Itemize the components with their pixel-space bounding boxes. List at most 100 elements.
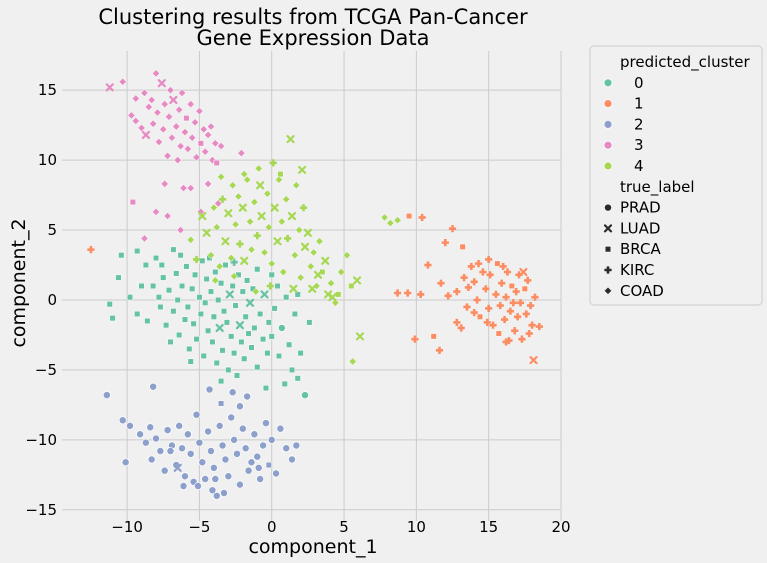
x-tick-label: −5 <box>188 518 210 536</box>
data-point <box>242 313 249 320</box>
data-point <box>146 423 155 432</box>
data-point <box>256 181 265 190</box>
data-point <box>511 327 519 335</box>
data-point <box>286 341 293 348</box>
data-point <box>150 282 157 290</box>
data-point <box>199 257 206 264</box>
data-point <box>198 211 207 221</box>
legend-style-label: COAD <box>620 282 664 300</box>
data-point <box>152 254 160 262</box>
data-point <box>418 213 426 222</box>
legend-hue-label: 3 <box>634 136 644 154</box>
data-point <box>221 455 230 464</box>
data-point <box>220 308 228 315</box>
data-point <box>167 133 176 142</box>
data-point <box>337 268 346 276</box>
data-point <box>287 211 297 221</box>
data-point <box>200 352 207 359</box>
data-point <box>292 441 301 450</box>
data-point <box>502 293 510 301</box>
data-point <box>178 282 186 290</box>
legend-hue-marker <box>603 99 613 108</box>
data-point <box>266 282 274 290</box>
data-point <box>144 102 153 111</box>
data-point <box>479 268 487 276</box>
data-point <box>186 345 193 352</box>
data-point <box>348 357 357 366</box>
data-point <box>404 289 412 297</box>
data-point <box>188 133 197 142</box>
data-point <box>232 302 239 309</box>
data-point <box>198 458 207 467</box>
data-point <box>227 254 236 262</box>
data-point <box>521 285 528 292</box>
data-point <box>163 426 172 435</box>
data-point <box>506 307 514 315</box>
data-point <box>165 287 173 294</box>
data-point <box>201 475 210 483</box>
data-point <box>218 441 227 450</box>
data-point <box>186 184 195 193</box>
data-point <box>175 421 184 430</box>
data-point <box>321 256 330 265</box>
data-point <box>154 137 163 146</box>
data-point <box>136 430 145 439</box>
data-point <box>204 179 213 188</box>
data-point <box>270 203 279 212</box>
data-point <box>275 175 283 184</box>
data-point <box>183 115 190 122</box>
data-point <box>217 172 226 181</box>
data-point <box>282 444 291 453</box>
data-point <box>240 170 249 179</box>
data-point <box>109 315 116 322</box>
legend-entries: predicted_cluster 0 1 2 3 4 true_label PRAD LUAD… <box>603 53 751 300</box>
data-point <box>131 94 140 103</box>
data-point <box>170 308 177 315</box>
data-point <box>277 217 286 226</box>
data-point <box>211 276 220 285</box>
data-point <box>212 268 219 276</box>
data-point <box>457 324 465 332</box>
data-point <box>257 211 266 221</box>
data-point <box>268 333 275 340</box>
data-point <box>218 400 225 407</box>
data-point <box>196 294 203 301</box>
data-point <box>463 303 471 311</box>
data-point <box>250 430 259 439</box>
data-point <box>186 235 195 244</box>
data-point <box>254 364 261 371</box>
data-point <box>195 107 204 116</box>
data-point <box>140 89 149 97</box>
data-point <box>467 262 475 271</box>
data-point <box>474 260 483 268</box>
data-point <box>177 252 184 259</box>
data-point <box>230 272 239 281</box>
data-point <box>512 287 520 296</box>
data-point <box>459 243 466 250</box>
data-point <box>131 116 140 125</box>
y-tick-label: −10 <box>25 431 57 449</box>
data-point <box>306 262 315 271</box>
data-point <box>476 313 484 320</box>
data-point <box>244 277 251 284</box>
data-point <box>246 217 254 226</box>
data-point <box>519 267 528 277</box>
data-point <box>267 435 276 444</box>
data-point <box>137 123 146 132</box>
data-point <box>220 489 228 497</box>
data-point <box>464 283 473 291</box>
data-points <box>87 69 543 500</box>
data-point <box>386 219 395 228</box>
data-point <box>473 296 481 304</box>
data-point <box>165 112 173 121</box>
data-point <box>152 434 160 443</box>
data-point <box>300 242 310 251</box>
data-point <box>524 276 532 285</box>
data-point <box>271 305 278 312</box>
data-point <box>179 482 188 490</box>
data-point <box>159 125 168 134</box>
data-point <box>288 455 296 464</box>
data-point <box>218 195 227 203</box>
data-point <box>224 472 233 481</box>
